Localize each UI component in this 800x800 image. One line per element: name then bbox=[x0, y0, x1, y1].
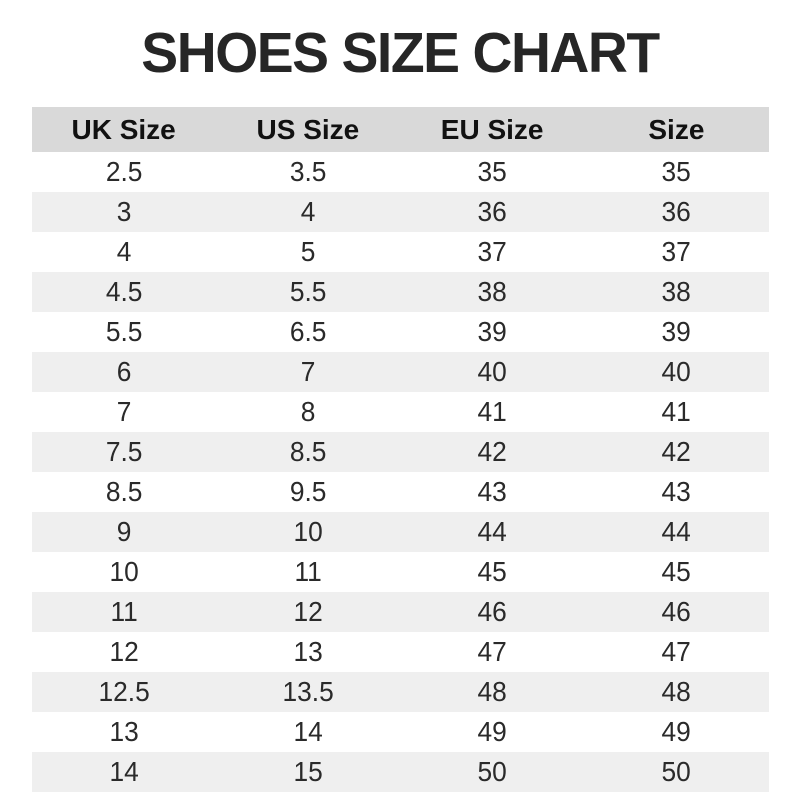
table-cell: 39 bbox=[477, 316, 507, 347]
table-cell: 8.5 bbox=[289, 436, 327, 467]
table-cell: 6.5 bbox=[289, 316, 327, 347]
table-cell: 4 bbox=[300, 196, 316, 227]
table-cell: 35 bbox=[661, 156, 692, 187]
table-cell: 47 bbox=[477, 636, 507, 667]
table-row: 4.5 5.5 38 38 bbox=[31, 272, 769, 312]
header-cell-eu-size: EU Size bbox=[440, 113, 544, 145]
table-cell: 41 bbox=[661, 396, 692, 427]
table-cell: 4.5 bbox=[105, 276, 142, 307]
table-cell: 50 bbox=[661, 756, 692, 787]
table-cell: 43 bbox=[661, 476, 692, 507]
table-cell: 46 bbox=[477, 596, 507, 627]
table-cell: 11 bbox=[109, 596, 138, 627]
table-cell: 8 bbox=[300, 396, 316, 427]
table-cell: 15 bbox=[293, 756, 323, 787]
table-cell: 10 bbox=[108, 556, 139, 587]
table-cell: 11 bbox=[294, 556, 322, 587]
table-cell: 5.5 bbox=[105, 316, 142, 347]
table-cell: 42 bbox=[477, 436, 507, 467]
table-cell: 12.5 bbox=[98, 676, 150, 707]
table-cell: 48 bbox=[661, 676, 692, 707]
header-cell-size: Size bbox=[648, 113, 705, 145]
table-cell: 7.5 bbox=[105, 436, 142, 467]
table-cell: 49 bbox=[661, 716, 692, 747]
table-cell: 14 bbox=[293, 716, 323, 747]
table-cell: 14 bbox=[108, 756, 139, 787]
table-cell: 50 bbox=[477, 756, 507, 787]
table-cell: 9 bbox=[116, 516, 131, 547]
table-cell: 7 bbox=[116, 396, 131, 427]
table-cell: 41 bbox=[477, 396, 507, 427]
table-row: 10 11 45 45 bbox=[32, 552, 769, 592]
table-cell: 3.5 bbox=[289, 156, 327, 187]
table-cell: 9.5 bbox=[289, 476, 327, 507]
table-cell: 4 bbox=[116, 236, 131, 267]
table-cell: 36 bbox=[661, 196, 692, 227]
table-row: 5.5 6.5 39 39 bbox=[32, 312, 769, 352]
table-cell: 10 bbox=[293, 516, 323, 547]
table-cell: 45 bbox=[477, 556, 507, 587]
table-row: 14 15 50 50 bbox=[31, 752, 769, 792]
table-cell: 48 bbox=[477, 676, 507, 707]
table-cell: 40 bbox=[477, 356, 507, 387]
table-cell: 43 bbox=[477, 476, 507, 507]
table-cell: 13 bbox=[293, 636, 323, 667]
table-header-row: UK Size US Size EU Size Size bbox=[31, 107, 769, 152]
table-cell: 12 bbox=[108, 636, 139, 667]
header-cell-us-size: US Size bbox=[256, 113, 360, 145]
table-row: 7.5 8.5 42 42 bbox=[31, 432, 769, 472]
size-chart-table: UK Size US Size EU Size Size 2.5 3.5 35 35 3… bbox=[31, 107, 769, 792]
table-row: 3 4 36 36 bbox=[31, 192, 769, 232]
header-cell-uk-size: UK Size bbox=[71, 113, 176, 145]
table-cell: 45 bbox=[661, 556, 692, 587]
table-row: 9 10 44 44 bbox=[31, 512, 769, 552]
table-cell: 6 bbox=[116, 356, 131, 387]
table-row: 2.5 3.5 35 35 bbox=[32, 152, 769, 192]
table-body: 2.5 3.5 35 35 3 4 36 36 4 5 37 37 4.5 5.5 38 38 5.5 6.5 39… bbox=[31, 152, 769, 792]
table-cell: 42 bbox=[661, 436, 692, 467]
table-cell: 39 bbox=[661, 316, 692, 347]
table-row: 13 14 49 49 bbox=[32, 712, 769, 752]
table-cell: 12 bbox=[293, 596, 323, 627]
table-cell: 2.5 bbox=[105, 156, 142, 187]
table-cell: 5.5 bbox=[289, 276, 327, 307]
table-cell: 37 bbox=[661, 236, 692, 267]
table-row: 12.5 13.5 48 48 bbox=[31, 672, 769, 712]
table-cell: 38 bbox=[477, 276, 507, 307]
table-cell: 13 bbox=[108, 716, 139, 747]
table-cell: 36 bbox=[477, 196, 507, 227]
table-row: 12 13 47 47 bbox=[32, 632, 769, 672]
table-cell: 7 bbox=[300, 356, 316, 387]
table-row: 4 5 37 37 bbox=[32, 232, 769, 272]
page-title: SHOES SIZE CHART bbox=[141, 21, 660, 85]
table-cell: 3 bbox=[116, 196, 131, 227]
table-cell: 8.5 bbox=[105, 476, 142, 507]
table-row: 8.5 9.5 43 43 bbox=[32, 472, 769, 512]
table-cell: 37 bbox=[477, 236, 507, 267]
table-cell: 47 bbox=[661, 636, 692, 667]
table-cell: 35 bbox=[477, 156, 507, 187]
table-cell: 46 bbox=[661, 596, 692, 627]
table-cell: 40 bbox=[661, 356, 692, 387]
table-cell: 49 bbox=[477, 716, 507, 747]
table-cell: 44 bbox=[477, 516, 507, 547]
table-cell: 13.5 bbox=[282, 676, 334, 707]
table-row: 6 7 40 40 bbox=[31, 352, 769, 392]
table-cell: 38 bbox=[661, 276, 692, 307]
table-row: 7 8 41 41 bbox=[32, 392, 769, 432]
table-row: 11 12 46 46 bbox=[31, 592, 769, 632]
table-cell: 44 bbox=[661, 516, 692, 547]
table-cell: 5 bbox=[300, 236, 316, 267]
